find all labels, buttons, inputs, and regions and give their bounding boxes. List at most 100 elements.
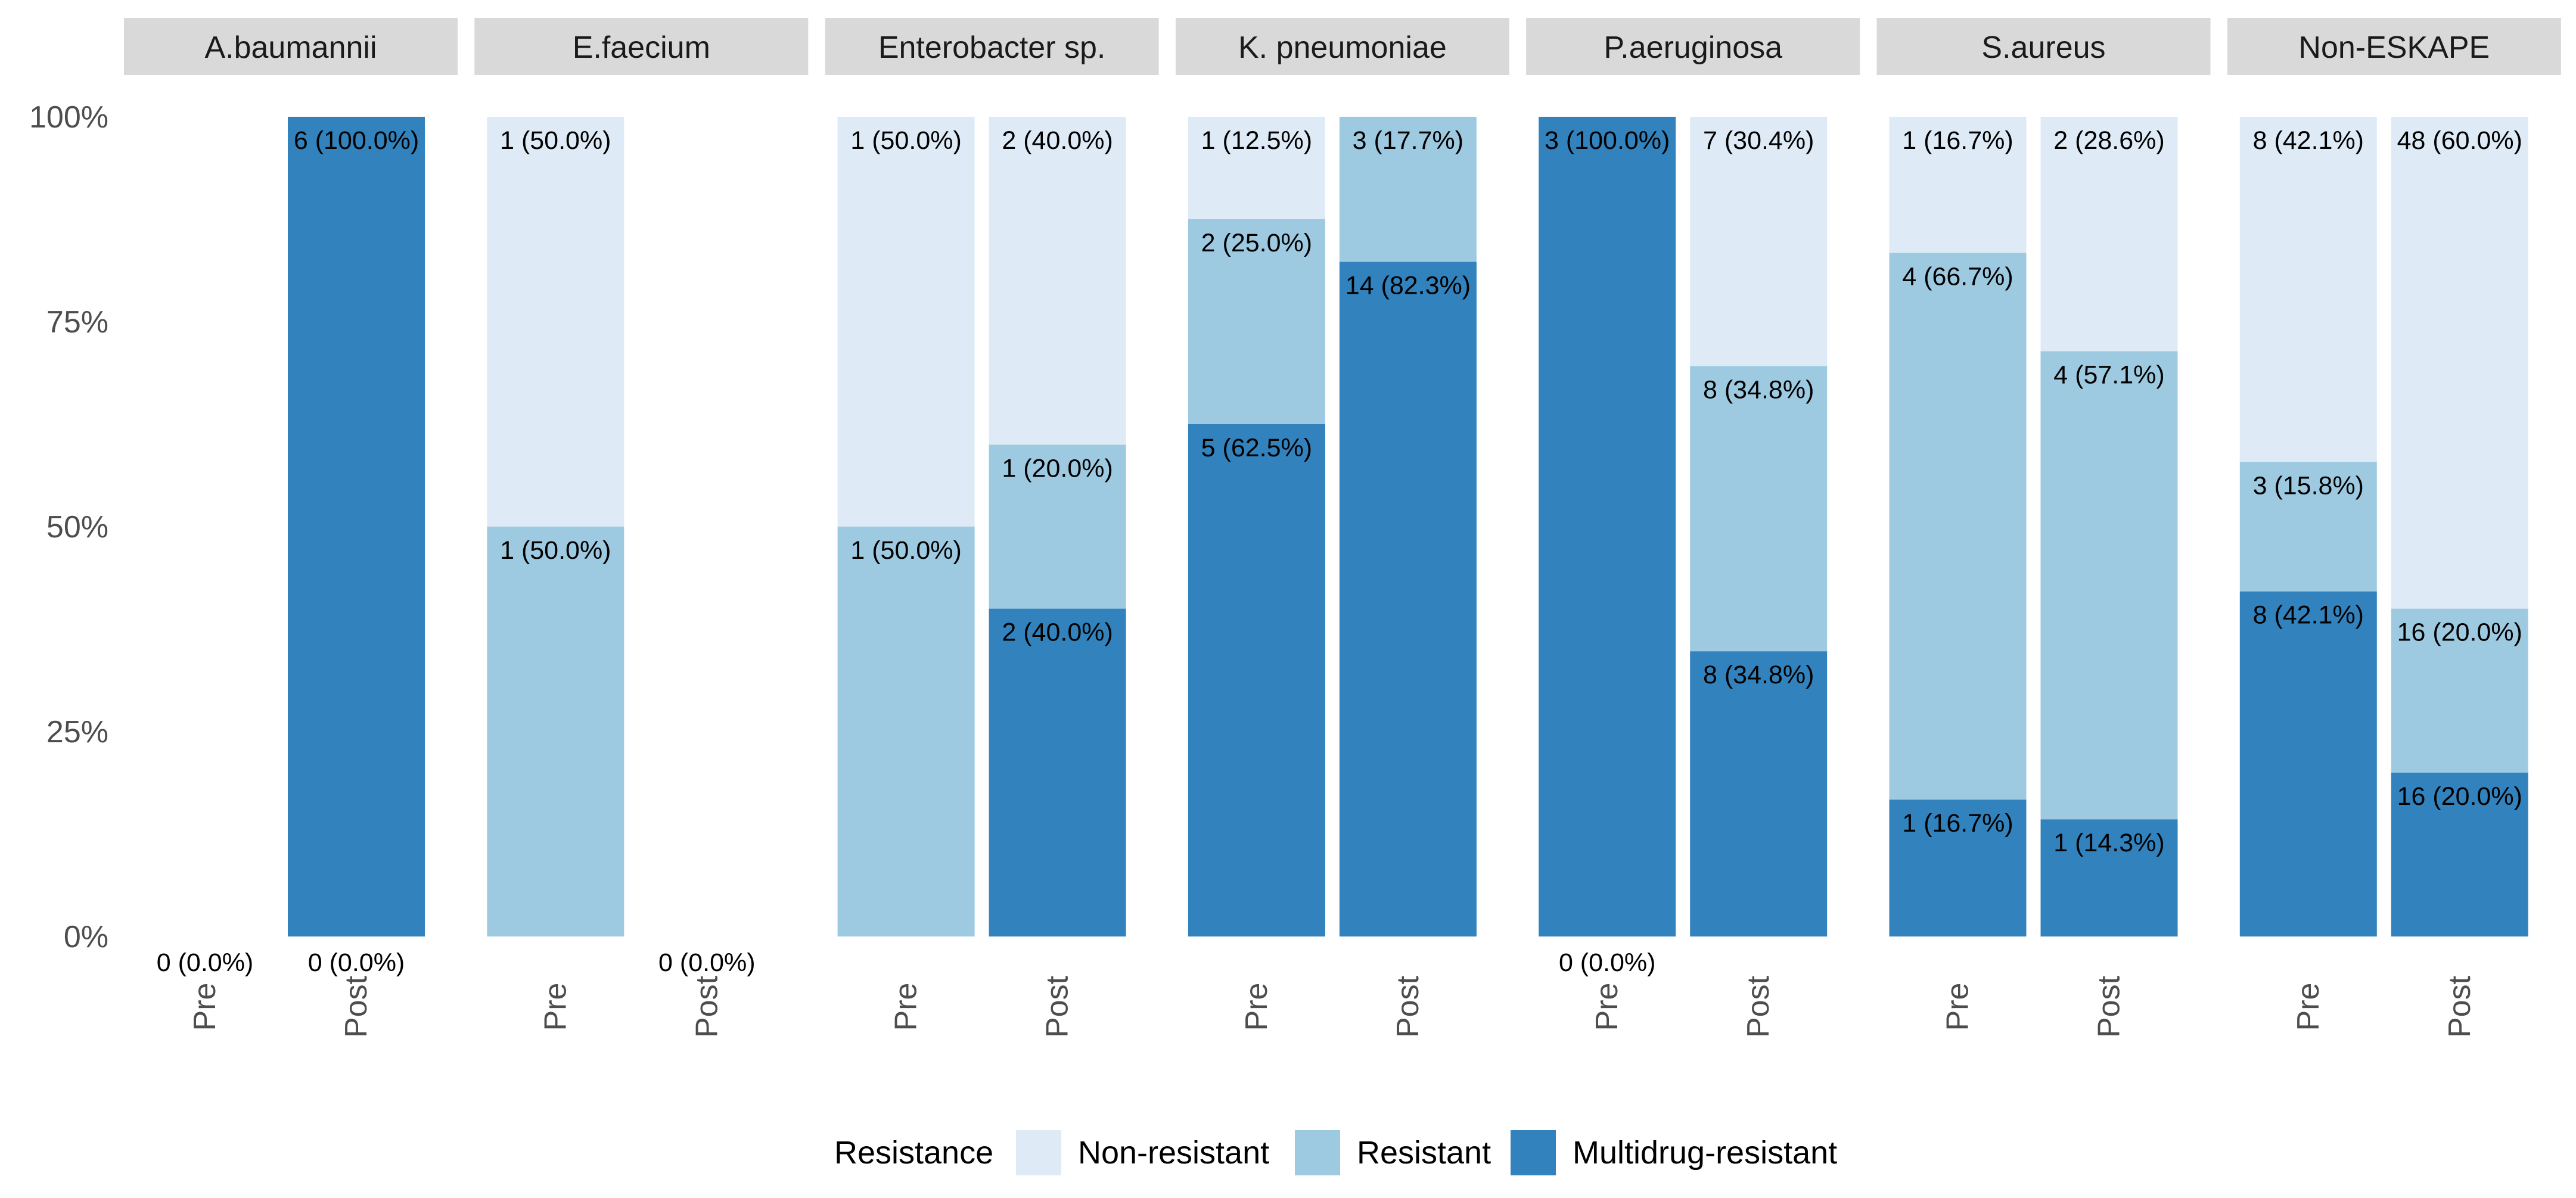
bar-segment	[1889, 799, 2027, 936]
bar-segment	[989, 444, 1126, 609]
data-label: 16 (20.0%)	[2397, 782, 2522, 811]
data-label: 16 (20.0%)	[2397, 618, 2522, 647]
facet-title: E.faecium	[573, 30, 710, 65]
data-label: 3 (17.7%)	[1353, 126, 1463, 155]
data-label: 4 (57.1%)	[2053, 361, 2164, 390]
x-tick-label: Post	[1391, 975, 1425, 1038]
data-label: 0 (0.0%)	[1559, 948, 1656, 977]
facet-title: Non-ESKAPE	[2298, 30, 2490, 65]
y-tick-label: 50%	[46, 510, 108, 544]
data-label: 14 (82.3%)	[1346, 272, 1471, 300]
data-label: 1 (16.7%)	[1902, 126, 2013, 155]
data-label: 8 (34.8%)	[1703, 661, 1814, 689]
x-tick-label: Pre	[1590, 983, 1624, 1031]
bar-segment	[1539, 117, 1676, 936]
y-tick-label: 25%	[46, 715, 108, 749]
bar-segment	[2040, 117, 2178, 351]
y-tick-label: 75%	[46, 305, 108, 340]
data-label: 1 (16.7%)	[1902, 809, 2013, 838]
bar-segment	[1690, 651, 1828, 936]
facet-title: P.aeruginosa	[1604, 30, 1782, 65]
bar-segment	[837, 527, 975, 936]
bar-segment	[2391, 117, 2528, 609]
data-label: 2 (28.6%)	[2053, 126, 2164, 155]
legend-key	[1295, 1130, 1340, 1175]
bar-segment	[2239, 117, 2377, 462]
facet-title: A.baumannii	[204, 30, 377, 65]
legend-item: Multidrug-resistant	[1511, 1130, 1837, 1175]
y-axis: 0% 25% 50% 75% 100%	[29, 100, 108, 954]
x-tick-label: Post	[1741, 975, 1776, 1038]
facet-strip	[474, 18, 809, 75]
facet-strip	[825, 18, 1159, 75]
x-tick-label: Post	[1040, 975, 1075, 1038]
data-label: 3 (100.0%)	[1545, 126, 1670, 155]
x-tick-label: Post	[2092, 975, 2127, 1038]
data-label: 2 (40.0%)	[1002, 618, 1113, 647]
bar-segment	[288, 117, 425, 936]
data-label: 4 (66.7%)	[1902, 262, 2013, 291]
x-tick-label: Pre	[1239, 983, 1274, 1031]
data-label: 1 (50.0%)	[500, 536, 611, 565]
x-tick-label: Pre	[2291, 983, 2326, 1031]
data-label: 2 (25.0%)	[1201, 229, 1312, 257]
bar-segment	[1188, 219, 1325, 424]
x-tick-label: Pre	[538, 983, 573, 1031]
bar-segment	[2040, 819, 2178, 936]
data-label: 7 (30.4%)	[1703, 126, 1814, 155]
data-label: 2 (40.0%)	[1002, 126, 1113, 155]
bar-segment	[1690, 366, 1828, 652]
y-tick-label: 100%	[29, 100, 108, 135]
x-tick-label: Post	[2443, 975, 2477, 1038]
legend-title: Resistance	[834, 1135, 993, 1171]
data-label: 0 (0.0%)	[658, 948, 756, 977]
bar-segment	[989, 608, 1126, 936]
facet-title: Enterobacter sp.	[878, 30, 1106, 65]
bar-segment	[2391, 772, 2528, 936]
bar-segment	[1188, 424, 1325, 936]
legend-item: Resistant	[1295, 1130, 1491, 1175]
legend-item: Non-resistant	[1016, 1130, 1269, 1175]
x-tick-label: Post	[339, 975, 374, 1038]
legend-label: Multidrug-resistant	[1573, 1135, 1837, 1171]
data-label: 3 (15.8%)	[2253, 471, 2364, 500]
y-tick-label: 0%	[64, 920, 108, 954]
bar-segment	[2239, 462, 2377, 592]
data-label: 1 (50.0%)	[500, 126, 611, 155]
bar-segment	[1339, 117, 1477, 262]
bar-segment	[2040, 351, 2178, 820]
data-label: 1 (50.0%)	[850, 126, 961, 155]
facet-panel: K. pneumoniae 1 (12.5%) 2 (25.0%) 5 (62.5%)…	[1175, 18, 1509, 1038]
bar-segment	[837, 117, 975, 527]
x-tick-label: Pre	[1941, 983, 1975, 1031]
data-label: 48 (60.0%)	[2397, 126, 2522, 155]
bar-segment	[1690, 117, 1828, 366]
bar-segment	[989, 117, 1126, 445]
bar-segment	[487, 117, 624, 527]
x-tick-label: Pre	[889, 983, 924, 1031]
legend-label: Resistant	[1357, 1135, 1491, 1171]
bar-segment	[1889, 117, 2027, 253]
facet-title: S.aureus	[1981, 30, 2105, 65]
facet-panel: Non-ESKAPE 8 (42.1%) 3 (15.8%) 8 (42.1%) Pre…	[2227, 18, 2561, 1038]
facet-panel: S.aureus 1 (16.7%) 4 (66.7%) 1 (16.7%) Pre 2 …	[1876, 18, 2211, 1038]
bar-segment	[1889, 253, 2027, 800]
legend-label: Non-resistant	[1078, 1135, 1269, 1171]
legend-key	[1016, 1130, 1061, 1175]
facet-strip	[124, 18, 458, 75]
x-tick-label: Pre	[188, 983, 222, 1031]
data-label: 0 (0.0%)	[308, 948, 405, 977]
data-label: 5 (62.5%)	[1201, 434, 1312, 462]
data-label: 1 (20.0%)	[1002, 454, 1113, 483]
bar-segment	[487, 527, 624, 936]
data-label: 8 (42.1%)	[2253, 601, 2364, 630]
bar-segment	[2391, 608, 2528, 773]
facet-strip	[1175, 18, 1509, 75]
data-label: 8 (34.8%)	[1703, 375, 1814, 404]
legend: Resistance Non-resistant Resistant Multidru…	[834, 1130, 1837, 1175]
data-label: 1 (14.3%)	[2053, 829, 2164, 857]
data-label: 8 (42.1%)	[2253, 126, 2364, 155]
bar-segment	[2239, 591, 2377, 936]
data-label: 1 (50.0%)	[850, 536, 961, 565]
